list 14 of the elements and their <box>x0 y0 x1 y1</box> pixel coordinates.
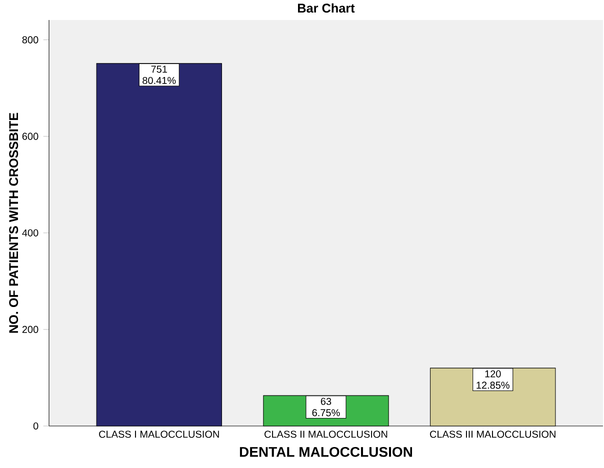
x-tick-label: CLASS III MALOCCLUSION <box>430 430 556 438</box>
x-tick-label: CLASS I MALOCCLUSION <box>99 430 219 438</box>
x-axis-title: DENTAL MALOCCLUSION <box>240 446 412 457</box>
data-label: 751 80.41% <box>142 66 176 84</box>
y-tick-label: 200 <box>22 326 38 333</box>
y-tick-label: 600 <box>22 132 38 140</box>
x-tick-label: CLASS II MALOCCLUSION <box>264 430 388 438</box>
data-label: 120 12.85% <box>476 370 510 389</box>
y-axis-title: NO. OF PATIENTS WITH CROSSBITE <box>9 112 18 333</box>
y-tick-label: 400 <box>22 229 38 236</box>
y-tick-label: 0 <box>33 422 38 430</box>
data-label: 63 6.75% <box>312 398 340 416</box>
y-tick-label: 800 <box>22 36 38 44</box>
chart-title: Bar Chart <box>298 3 355 13</box>
